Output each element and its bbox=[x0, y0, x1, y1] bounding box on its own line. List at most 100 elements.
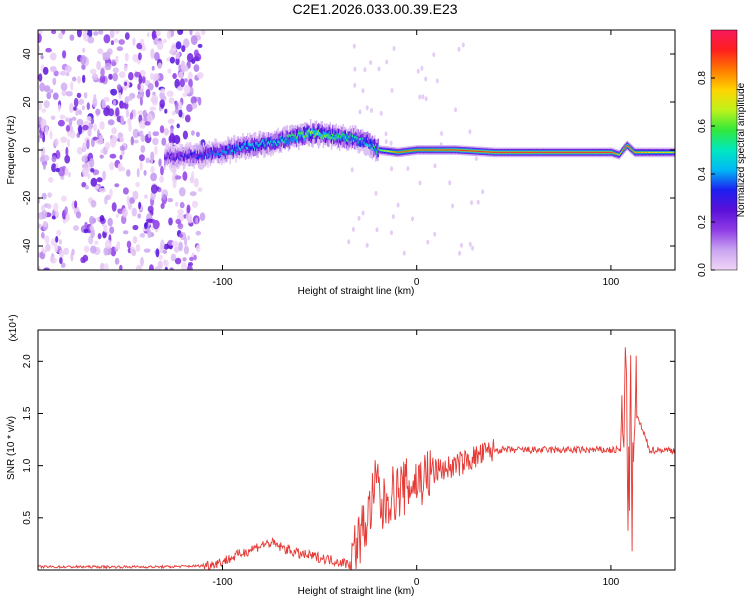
spectrogram-noise-blob bbox=[144, 194, 148, 199]
spectrogram-ridge-cell bbox=[313, 130, 315, 136]
spectrogram-noise-blob bbox=[52, 77, 57, 86]
spectrogram-ridge-cell bbox=[260, 140, 263, 144]
spectrogram-ridge-cell bbox=[362, 137, 364, 141]
spectrogram-noise-blob bbox=[41, 108, 47, 113]
spectrogram-noise-blob bbox=[174, 246, 180, 253]
spectrogram-noise-blob bbox=[159, 125, 165, 134]
spectrogram-noise-blob bbox=[147, 83, 154, 91]
spectrogram-ridge-cell bbox=[527, 151, 530, 153]
spectrogram-x-ticks: -100 0 100 bbox=[212, 30, 620, 288]
spectrogram-noise-blob bbox=[183, 78, 188, 83]
spectrogram-noise-blob bbox=[152, 73, 160, 81]
spectrogram-noise-blob bbox=[40, 118, 47, 128]
spectrogram-noise-blob bbox=[139, 120, 147, 129]
spectrogram-ridge-cell bbox=[426, 149, 428, 151]
spectrogram-ridge-cell bbox=[224, 151, 227, 154]
spectrogram-ridge-cell bbox=[377, 147, 379, 150]
spectrogram-heatmap bbox=[38, 30, 675, 270]
spectrogram-noise-blob bbox=[146, 113, 154, 124]
spectrogram-ridge-cell bbox=[612, 152, 615, 154]
spectrogram-noise-blob bbox=[177, 209, 184, 215]
spectrogram-noise-blob bbox=[152, 131, 160, 137]
spectrogram-noise-blob bbox=[167, 68, 172, 74]
spectrogram-noise-blob bbox=[181, 262, 187, 270]
spectrogram-noise-blob bbox=[169, 267, 174, 270]
spectrogram-noise-blob bbox=[197, 187, 203, 193]
spectrogram-ridge-cell bbox=[364, 143, 367, 147]
spectrogram-noise-blob bbox=[162, 249, 167, 254]
spectrogram-noise-blob bbox=[69, 103, 74, 113]
spectrogram-ridge-cell bbox=[242, 142, 244, 148]
spectrogram-ridge-cell bbox=[221, 149, 223, 152]
spectrogram-noise-blob bbox=[391, 214, 395, 220]
spectrogram-ridge-cell bbox=[575, 151, 577, 153]
spectrogram-ridge-cell bbox=[615, 153, 617, 155]
spectrogram-noise-blob bbox=[158, 254, 163, 260]
spectrogram-ridge-cell bbox=[603, 151, 605, 153]
spectrogram-ridge-cell bbox=[453, 149, 455, 151]
spectrogram-noise-blob bbox=[82, 124, 89, 131]
spectrogram-ridge-cell bbox=[573, 151, 575, 153]
spectrogram-ridge-cell bbox=[207, 156, 209, 159]
spectrogram-noise-blob bbox=[96, 216, 100, 222]
spectrogram-ridge-cell bbox=[235, 147, 237, 153]
spectrogram-noise-blob bbox=[87, 127, 92, 137]
spectrogram-ridge-cell bbox=[570, 151, 573, 153]
spectrogram-ridge-cell bbox=[265, 138, 267, 141]
spectrogram-ridge-cell bbox=[214, 147, 216, 153]
spectrogram-noise-blob bbox=[448, 180, 452, 186]
spectrogram-ridge-cell bbox=[295, 137, 298, 143]
spectrogram-noise-blob bbox=[174, 107, 179, 114]
spectrogram-ridge-cell bbox=[418, 149, 420, 151]
spectrogram-noise-blob bbox=[58, 32, 64, 40]
spectrogram-ridge-cell bbox=[210, 151, 213, 154]
spectrogram-noise-blob bbox=[163, 95, 167, 101]
spectrogram-noise-blob bbox=[454, 107, 457, 113]
spectrogram-ridge-cell bbox=[389, 150, 391, 152]
spectrogram-noise-blob bbox=[99, 215, 105, 222]
spectrogram-ridge-cell bbox=[361, 134, 363, 144]
spectrogram-ridge-cell bbox=[659, 151, 661, 153]
spectrogram-ridge-cell bbox=[210, 150, 213, 161]
spectrogram-ridge-cell bbox=[588, 151, 590, 153]
spectrogram-noise-blob bbox=[365, 105, 369, 111]
spectrogram-ridge-cell bbox=[216, 148, 219, 154]
spectrogram-noise-blob bbox=[435, 78, 439, 84]
spectrogram-noise-blob bbox=[199, 212, 206, 221]
spectrogram-noise-blob bbox=[132, 54, 139, 62]
spectrogram-noise-blob bbox=[108, 73, 113, 80]
spectrogram-noise-blob bbox=[141, 76, 146, 84]
spectrogram-ridge-cell bbox=[191, 153, 193, 156]
spectrogram-ridge-cell bbox=[237, 145, 239, 149]
spectrogram-noise-blob bbox=[451, 203, 455, 209]
spectrogram-ridge-cell bbox=[189, 153, 192, 156]
spectrogram-noise-blob bbox=[99, 75, 106, 83]
spectrogram-ridge-cell bbox=[192, 152, 194, 155]
spectrogram-ridge-cell bbox=[337, 135, 340, 138]
spectrogram-noise-blob bbox=[189, 256, 194, 262]
spectrogram-ridge-cell bbox=[166, 151, 168, 157]
spectrogram-ridge-cell bbox=[242, 143, 244, 154]
spectrogram-ridge-cell bbox=[436, 149, 439, 151]
spectrogram-ridge-cell bbox=[328, 135, 330, 139]
colorbar-label: Normalized spectral amplitude bbox=[736, 82, 747, 217]
spectrogram-ridge-cell bbox=[306, 134, 308, 138]
spectrogram-noise-blob bbox=[178, 64, 182, 72]
spectrogram-noise-blob bbox=[103, 96, 110, 102]
spectrogram-noise-blob bbox=[94, 240, 99, 245]
spectrogram-noise-blob bbox=[139, 233, 146, 238]
spectrogram-noise-blob bbox=[82, 74, 86, 84]
spectrogram-ridge-cell bbox=[229, 152, 231, 155]
spectrogram-ridge-cell bbox=[212, 150, 214, 154]
spectrogram-ridge-cell bbox=[355, 135, 357, 139]
spectrogram-noise-blob bbox=[131, 207, 137, 217]
spectrogram-ridge-cell bbox=[231, 145, 234, 151]
spectrogram-ridge-cell bbox=[270, 136, 272, 142]
spectrogram-ridge-cell bbox=[441, 149, 443, 151]
spectrogram-ridge-cell bbox=[609, 151, 611, 153]
spectrogram-ridge-cell bbox=[565, 151, 567, 153]
spectrogram-ridge-cell bbox=[313, 135, 315, 139]
spectrogram-ridge-cell bbox=[186, 155, 188, 159]
spectrogram-ridge-cell bbox=[356, 137, 358, 140]
spectrogram-noise-blob bbox=[115, 244, 121, 250]
